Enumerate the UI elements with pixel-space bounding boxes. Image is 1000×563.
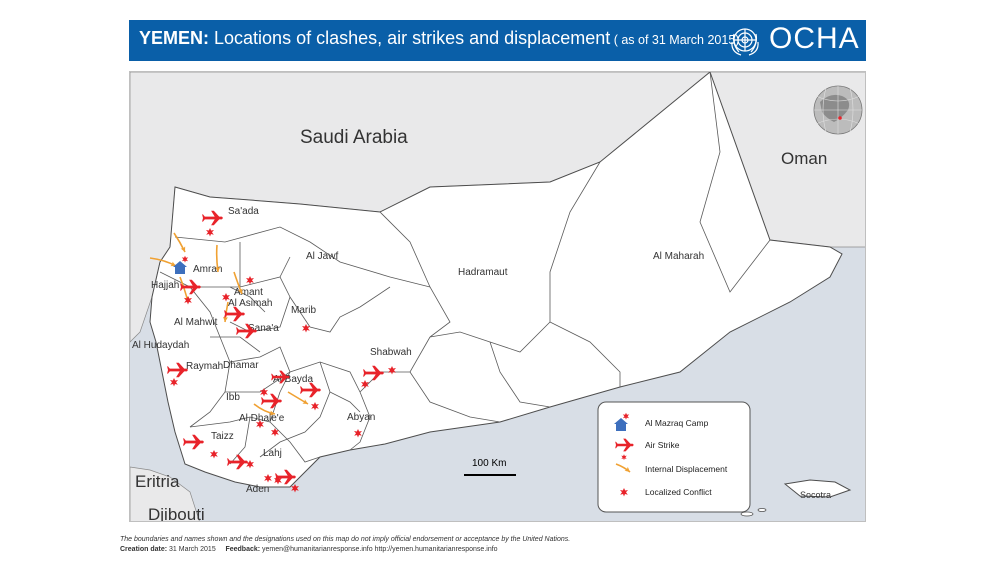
scale-label: 100 Km (472, 458, 506, 469)
legend-label: Internal Displacement (645, 464, 728, 474)
map-canvas: 100 Km Saudi Arabia Oman Eritria Djibout… (130, 72, 865, 522)
label-oman: Oman (781, 149, 827, 168)
map-title: YEMEN: Locations of clashes, air strikes… (139, 28, 739, 49)
label-al-mahwit: Al Mahwit (174, 317, 218, 328)
legend-label: Air Strike (645, 440, 680, 450)
title-banner: YEMEN: Locations of clashes, air strikes… (129, 20, 866, 61)
label-al-maharah: Al Maharah (653, 251, 704, 262)
label-marib: Marib (291, 305, 316, 316)
label-ibb: Ibb (226, 392, 240, 403)
label-amran: Amran (193, 264, 222, 275)
camp-icon (173, 255, 189, 274)
un-emblem-icon (731, 28, 759, 56)
map-frame: 100 Km Saudi Arabia Oman Eritria Djibout… (129, 71, 866, 522)
label-al-asimah: Al Asimah (228, 298, 272, 309)
label-dhamar: Dhamar (223, 360, 259, 371)
globe-inset-icon (813, 85, 863, 135)
africa-land (130, 466, 200, 521)
label-saudi-arabia: Saudi Arabia (300, 127, 408, 148)
label-djibouti: Djibouti (148, 505, 205, 522)
feedback-label: Feedback: (225, 546, 261, 553)
label-al-jawf: Al Jawf (306, 251, 338, 262)
creation-date: 31 March 2015 (169, 546, 216, 553)
label-taizz: Taizz (211, 431, 234, 442)
country-name: YEMEN: (139, 28, 210, 48)
islet (740, 511, 754, 517)
label-raymah: Raymah (186, 361, 223, 372)
label-sanaa: Sana'a (248, 323, 279, 334)
disclaimer-text: The boundaries and names shown and the d… (120, 536, 571, 543)
socotra-island (783, 479, 852, 498)
label-al-bayda: Al Bayda (273, 374, 313, 385)
camp-icon (614, 412, 630, 431)
feedback-contact: yemen@humanitarianresponse.info http://y… (262, 546, 498, 553)
label-abyan: Abyan (347, 412, 375, 423)
title-text: Locations of clashes, air strikes and di… (209, 28, 611, 48)
label-lahj: Lahj (263, 448, 282, 459)
label-eritria: Eritria (135, 472, 180, 491)
legend-label: Al Mazraq Camp (645, 418, 709, 428)
label-saada: Sa'ada (228, 206, 259, 217)
creation-info: Creation date: 31 March 2015 Feedback: y… (120, 546, 498, 553)
legend-label: Localized Conflict (645, 487, 712, 497)
label-hadramaut: Hadramaut (458, 267, 508, 278)
islet (757, 508, 767, 512)
label-aden: Aden (246, 484, 269, 495)
label-al-dhalee: Al Dhale'e (239, 413, 285, 424)
label-hajjah: Hajjah (151, 280, 179, 291)
legend: Al Mazraq Camp Air Strike Internal Displ… (597, 401, 751, 513)
ocha-logo-text: OCHA (769, 22, 860, 55)
label-socotra: Socotra (800, 490, 831, 500)
label-al-hudaydah: Al Hudaydah (132, 340, 189, 351)
date-text: ( as of 31 March 2015) (610, 33, 740, 47)
label-shabwah: Shabwah (370, 347, 412, 358)
label-amant: Amant (234, 287, 263, 298)
creation-label: Creation date: (120, 546, 168, 553)
